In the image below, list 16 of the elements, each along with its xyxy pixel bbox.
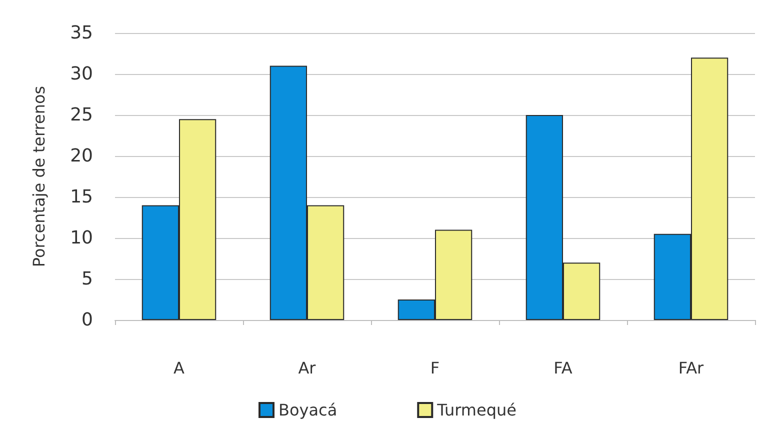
y-tick-label: 10 [70,228,93,248]
x-tick-label: FA [554,358,572,378]
x-tick-label: F [430,358,440,378]
y-tick-label: 15 [70,186,93,208]
y-tick-label: 25 [70,104,93,126]
y-tick-label: 35 [70,22,93,44]
y-axis-title: Porcentaje de terrenos [30,86,48,268]
legend-label: Boyacá [278,400,338,420]
y-tick-label: 20 [70,146,93,166]
x-tick-label: Ar [298,358,316,378]
y-tick-label: 30 [70,64,93,84]
x-tick-label: A [174,358,185,378]
y-tick-label: 5 [82,268,93,290]
legend-label: Turmequé [436,400,517,420]
x-tick-label: FAr [678,358,704,378]
y-tick-label: 0 [82,310,93,330]
